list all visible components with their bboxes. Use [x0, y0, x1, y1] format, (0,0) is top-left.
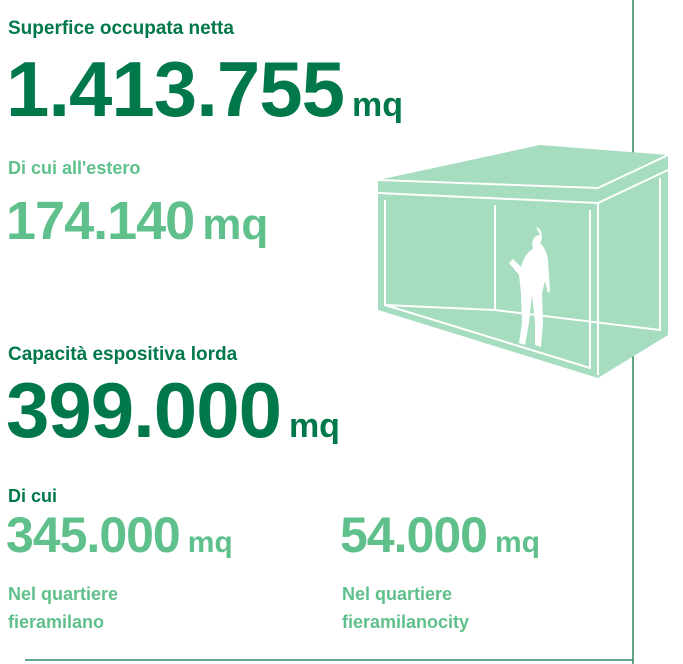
value: 399.000	[6, 365, 281, 456]
caption-line: Nel quartiere	[342, 584, 452, 604]
unit: mq	[289, 407, 340, 446]
stat: 399.000 mq	[6, 365, 340, 456]
label: Capacità espositiva lorda	[8, 344, 237, 366]
value: 345.000	[6, 506, 180, 564]
stat: 174.140 mq	[6, 190, 268, 252]
caption-line: Nel quartiere	[8, 584, 118, 604]
unit: mq	[188, 526, 233, 560]
unit: mq	[495, 526, 540, 560]
caption-line: fieramilano	[8, 612, 104, 632]
unit: mq	[202, 200, 268, 250]
caption: fieramilano	[8, 612, 104, 633]
stat: 1.413.755 mq	[6, 44, 403, 135]
caption: Nel quartiere	[8, 584, 118, 605]
value: 54.000	[340, 506, 487, 564]
value: 1.413.755	[6, 44, 344, 135]
label: Superfice occupata netta	[8, 18, 234, 40]
booth-illustration	[378, 145, 668, 378]
caption-line: fieramilanocity	[342, 612, 469, 632]
value: 174.140	[6, 190, 194, 252]
label: Di cui	[8, 486, 57, 507]
label: Di cui all'estero	[8, 158, 140, 179]
caption: fieramilanocity	[342, 612, 469, 633]
caption: Nel quartiere	[342, 584, 452, 605]
infographic: Superfice occupata netta 1.413.755 mq Di…	[0, 0, 683, 664]
unit: mq	[352, 86, 403, 125]
